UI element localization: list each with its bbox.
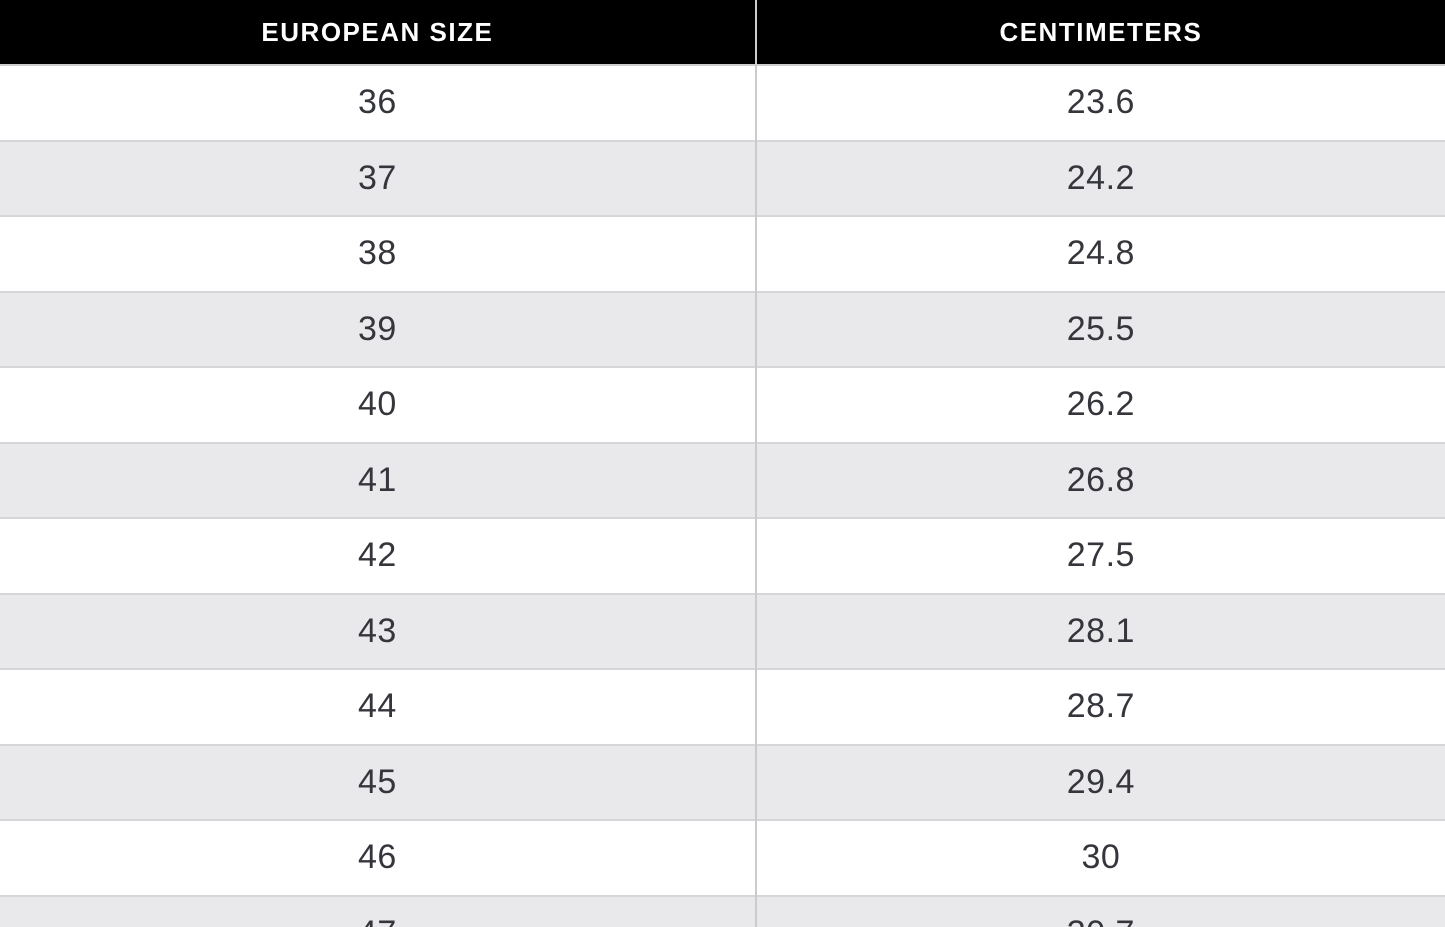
size-cell: 36	[357, 83, 397, 122]
table-row: 39 25.5	[0, 291, 1445, 367]
cm-cell: 24.8	[754, 216, 1445, 292]
size-cell: 43	[357, 611, 397, 650]
table-row: 38 24.8	[0, 216, 1445, 292]
size-cell: 39	[357, 309, 397, 348]
table-body: 36 23.6 37 24.2 38 24.8 39 25.5 40 26.2 …	[0, 65, 1445, 927]
cm-cell: 27.5	[754, 518, 1445, 594]
size-cell: 42	[357, 536, 397, 575]
size-cell: 46	[357, 838, 397, 877]
cm-cell: 24.2	[754, 140, 1445, 216]
table-row: 36 23.6	[0, 65, 1445, 141]
header-european-size: EUROPEAN SIZE	[0, 0, 756, 66]
size-cell: 44	[357, 687, 397, 726]
cm-cell: 28.1	[754, 593, 1445, 669]
cm-cell: 29.4	[754, 744, 1445, 820]
table-row: 42 27.5	[0, 518, 1445, 594]
size-cell: 38	[357, 234, 397, 273]
table-row: 45 29.4	[0, 744, 1445, 820]
table-row: 37 24.2	[0, 140, 1445, 216]
cm-cell: 30.7	[754, 895, 1445, 927]
header-centimeters: CENTIMETERS	[754, 0, 1445, 66]
cm-cell: 23.6	[754, 65, 1445, 141]
cm-cell: 26.8	[754, 442, 1445, 518]
table-row: 47 30.7	[0, 895, 1445, 927]
size-cell: 41	[357, 460, 397, 499]
cm-cell: 28.7	[754, 669, 1445, 745]
table-row: 40 26.2	[0, 367, 1445, 443]
size-cell: 47	[0, 896, 756, 927]
table-row: 43 28.1	[0, 593, 1445, 669]
cm-cell: 25.5	[754, 291, 1445, 367]
header-row: EUROPEAN SIZE CENTIMETERS	[0, 0, 1445, 66]
table-row: 46 30	[0, 820, 1445, 896]
cm-cell: 26.2	[754, 367, 1445, 443]
size-cell: 37	[357, 158, 397, 197]
table-header: EUROPEAN SIZE CENTIMETERS	[0, 0, 1445, 66]
size-cell: 40	[357, 385, 397, 424]
table-row: 41 26.8	[0, 442, 1445, 518]
cm-cell: 30	[754, 820, 1445, 896]
table-row: 44 28.7	[0, 669, 1445, 745]
size-cell: 45	[357, 762, 397, 801]
